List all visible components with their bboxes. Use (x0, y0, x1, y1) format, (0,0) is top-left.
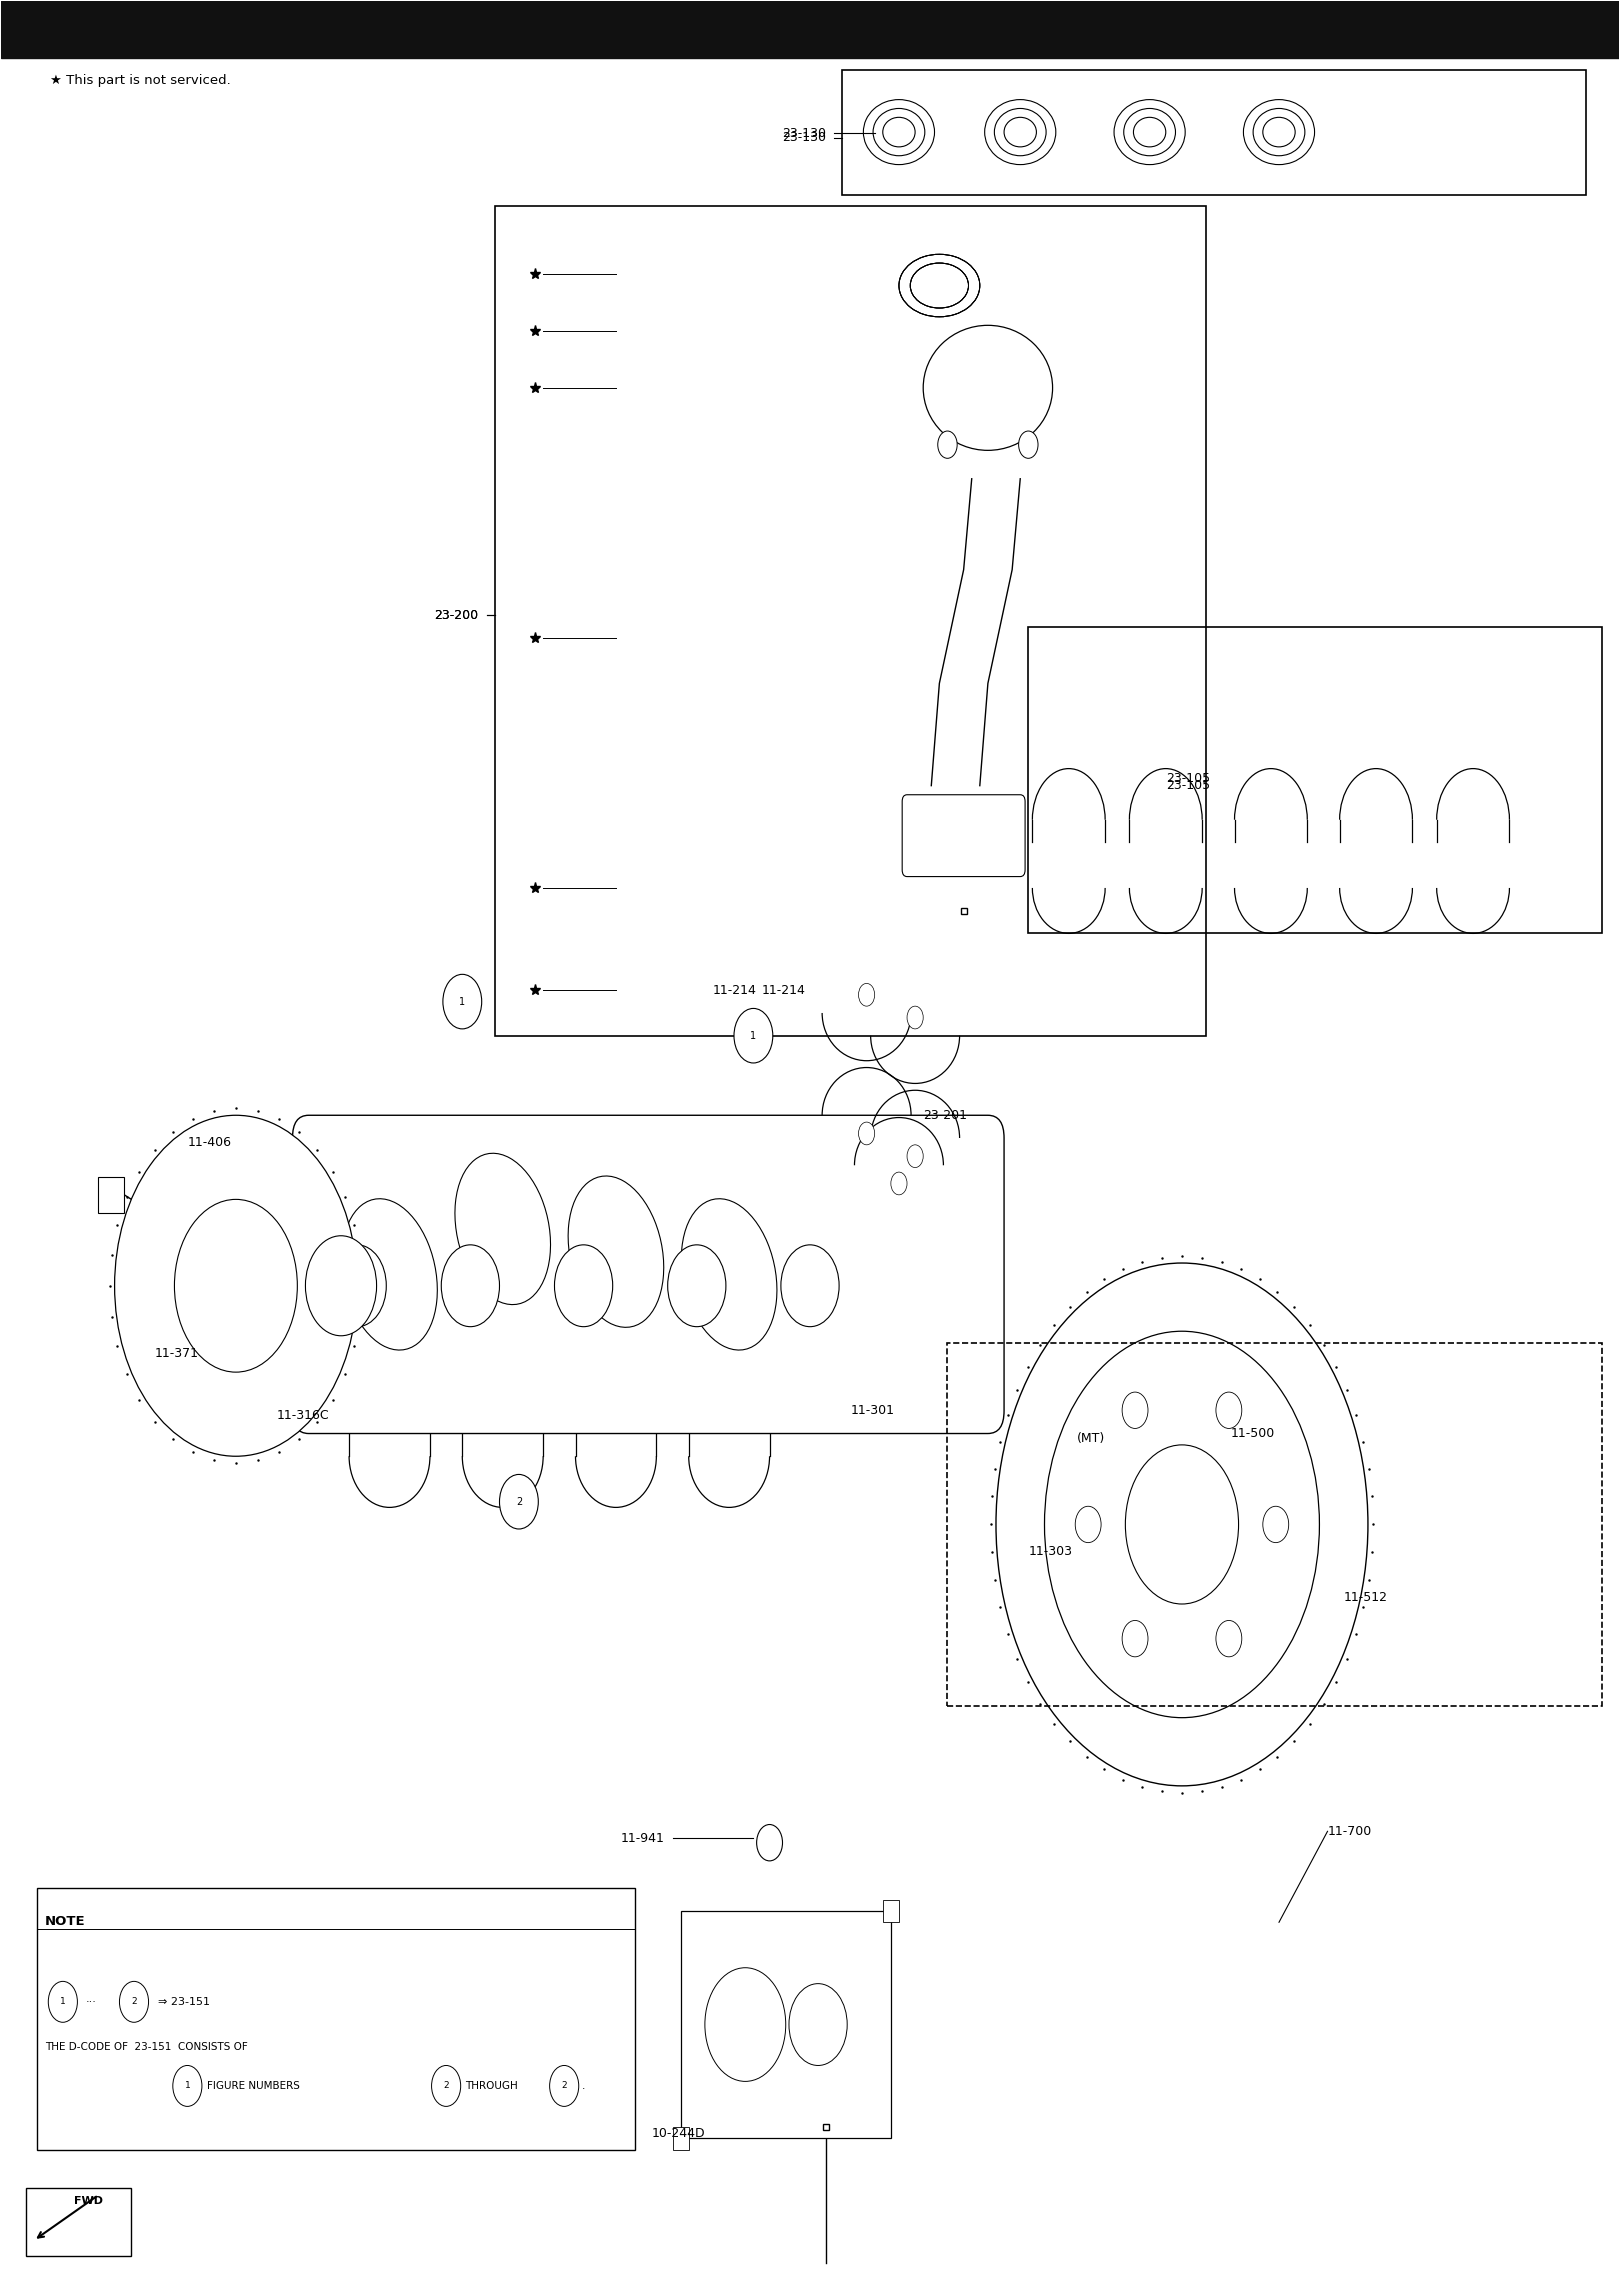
Text: FWD: FWD (75, 2196, 104, 2205)
Text: 23-200: 23-200 (434, 608, 478, 621)
Circle shape (306, 1236, 376, 1336)
Ellipse shape (682, 1199, 778, 1350)
Text: 11-941: 11-941 (620, 1832, 664, 1844)
Circle shape (499, 1475, 538, 1529)
Circle shape (734, 1008, 773, 1063)
Circle shape (996, 1263, 1367, 1787)
Bar (26, 2187, 131, 2256)
Text: 23-201: 23-201 (923, 1108, 967, 1122)
Bar (99, 1177, 125, 1213)
Text: 11-214: 11-214 (713, 983, 757, 997)
Text: 11-316C: 11-316C (277, 1409, 329, 1422)
Text: 11-371: 11-371 (156, 1347, 199, 1361)
Text: 23-200: 23-200 (434, 608, 478, 621)
Circle shape (1076, 1507, 1102, 1543)
Text: 11-700: 11-700 (1327, 1825, 1372, 1837)
Text: 11-301: 11-301 (850, 1404, 894, 1418)
Circle shape (329, 1245, 386, 1327)
Circle shape (789, 1985, 847, 2067)
Text: THE D-CODE OF  23-151  CONSISTS OF: THE D-CODE OF 23-151 CONSISTS OF (45, 2042, 248, 2053)
Circle shape (1019, 430, 1038, 457)
FancyBboxPatch shape (293, 1115, 1004, 1434)
Circle shape (115, 1115, 356, 1457)
Text: 2: 2 (562, 2083, 567, 2089)
Text: ···: ··· (86, 1996, 96, 2007)
Text: NOTE: NOTE (45, 1916, 86, 1928)
Text: 11-406: 11-406 (188, 1136, 232, 1149)
Bar (883, 1900, 899, 1923)
Circle shape (667, 1245, 726, 1327)
Text: 23-105: 23-105 (1166, 772, 1210, 785)
Text: 23-105: 23-105 (1166, 778, 1210, 792)
Circle shape (781, 1245, 839, 1327)
Circle shape (173, 2067, 202, 2105)
Bar (672, 2126, 688, 2149)
Text: 1: 1 (458, 997, 465, 1006)
Circle shape (859, 983, 875, 1006)
Text: FIGURE NUMBERS: FIGURE NUMBERS (207, 2080, 300, 2092)
Text: 11-512: 11-512 (1343, 1591, 1388, 1605)
Text: ⇒ 23-151: ⇒ 23-151 (159, 1996, 211, 2007)
Text: 23-130: 23-130 (782, 132, 826, 143)
Ellipse shape (923, 325, 1053, 451)
Circle shape (1217, 1393, 1243, 1429)
FancyBboxPatch shape (902, 794, 1025, 876)
Circle shape (938, 430, 957, 457)
Bar (494, 207, 1207, 1036)
Text: 1: 1 (60, 1998, 66, 2007)
Bar (948, 1343, 1602, 1707)
Circle shape (1123, 1621, 1149, 1657)
Ellipse shape (455, 1154, 551, 1304)
Text: 2: 2 (515, 1498, 522, 1507)
Circle shape (442, 974, 481, 1029)
Circle shape (549, 2067, 578, 2105)
Text: 23-130: 23-130 (782, 127, 826, 139)
Bar (2, 2, 1618, 59)
Circle shape (907, 1145, 923, 1168)
Circle shape (1123, 1393, 1149, 1429)
Text: .: . (582, 2080, 585, 2092)
Text: 11-303: 11-303 (1029, 1545, 1072, 1559)
Text: ★ This part is not serviced.: ★ This part is not serviced. (50, 75, 230, 86)
Circle shape (859, 1122, 875, 1145)
Text: 2: 2 (444, 2083, 449, 2089)
Circle shape (49, 1982, 78, 2023)
Circle shape (431, 2067, 460, 2105)
Circle shape (705, 1969, 786, 2080)
Ellipse shape (569, 1177, 664, 1327)
Bar (680, 1912, 891, 2137)
Bar (1029, 626, 1602, 933)
Ellipse shape (342, 1199, 437, 1350)
Bar (842, 71, 1586, 196)
Circle shape (554, 1245, 612, 1327)
Text: THROUGH: THROUGH (465, 2080, 518, 2092)
Text: 10-244D: 10-244D (651, 2128, 705, 2139)
Text: 11-214: 11-214 (761, 983, 805, 997)
Circle shape (907, 1006, 923, 1029)
Circle shape (175, 1199, 298, 1372)
Circle shape (891, 1172, 907, 1195)
Text: (MT): (MT) (1077, 1432, 1105, 1445)
Circle shape (757, 1825, 782, 1862)
Circle shape (1045, 1331, 1319, 1718)
Circle shape (1126, 1445, 1239, 1605)
Circle shape (441, 1245, 499, 1327)
Circle shape (120, 1982, 149, 2023)
Text: 11-500: 11-500 (1231, 1427, 1275, 1441)
Bar (37, 1889, 635, 2149)
Circle shape (1264, 1507, 1288, 1543)
Circle shape (1217, 1621, 1243, 1657)
Text: 1: 1 (185, 2083, 190, 2089)
Text: 1: 1 (750, 1031, 757, 1040)
Text: 2: 2 (131, 1998, 136, 2007)
